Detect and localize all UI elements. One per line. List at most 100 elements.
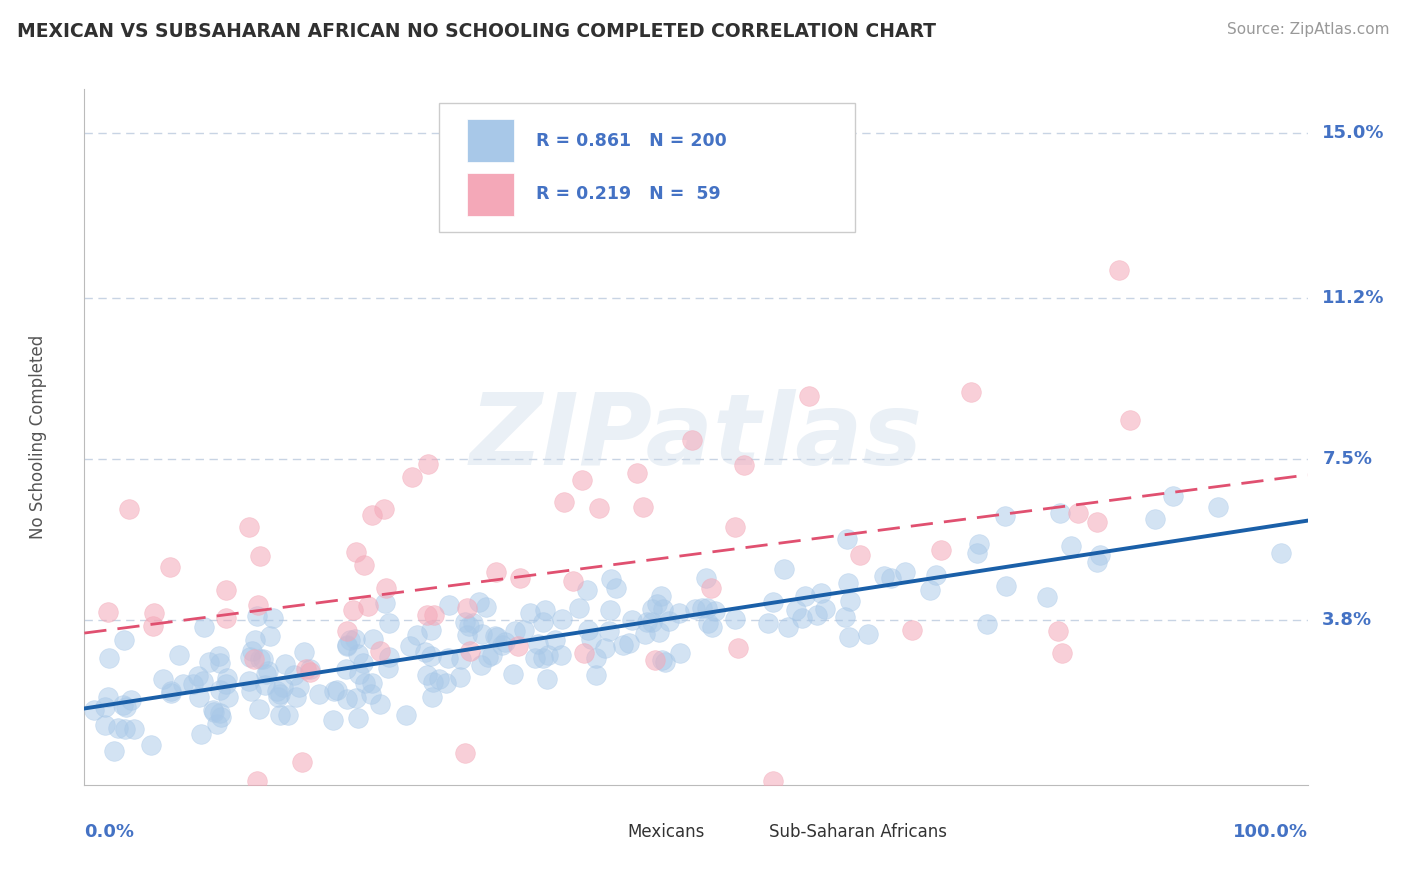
Point — [143, 606, 166, 620]
Point — [360, 687, 382, 701]
Point — [837, 576, 859, 591]
Point — [436, 651, 458, 665]
Point — [537, 648, 560, 663]
Point — [575, 583, 598, 598]
Point — [920, 583, 942, 598]
Point — [284, 690, 307, 704]
Point — [640, 601, 662, 615]
Point — [245, 633, 267, 648]
Point — [215, 611, 238, 625]
Point — [654, 656, 676, 670]
Point — [98, 651, 121, 665]
Bar — [592, 816, 623, 844]
Point — [395, 708, 418, 723]
Point — [368, 644, 391, 658]
Point — [723, 520, 745, 534]
Point — [420, 624, 443, 638]
Point — [494, 635, 516, 649]
Point — [112, 698, 135, 712]
Point — [152, 672, 174, 686]
Point — [368, 697, 391, 711]
Text: Sub-Saharan Africans: Sub-Saharan Africans — [769, 823, 948, 841]
Point — [249, 652, 271, 666]
Point — [894, 566, 917, 580]
Point — [361, 632, 384, 646]
Point — [339, 633, 361, 648]
Point — [114, 699, 136, 714]
Point — [1085, 555, 1108, 569]
Point — [502, 666, 524, 681]
Point — [772, 562, 794, 576]
Point — [579, 632, 602, 646]
Text: ZIPatlas: ZIPatlas — [470, 389, 922, 485]
Point — [257, 664, 280, 678]
Point — [118, 502, 141, 516]
Point — [361, 675, 384, 690]
Bar — [467, 173, 513, 216]
Point — [925, 568, 948, 582]
Point — [1036, 590, 1059, 604]
Point — [585, 668, 607, 682]
Point — [159, 560, 181, 574]
Point — [335, 639, 357, 653]
Point — [1046, 624, 1069, 639]
Point — [415, 608, 437, 623]
Point — [1208, 500, 1230, 514]
Point — [344, 690, 367, 705]
Point — [531, 650, 554, 665]
Point — [1108, 263, 1130, 277]
Text: 3.8%: 3.8% — [1322, 611, 1372, 629]
Point — [873, 568, 896, 582]
Point — [468, 595, 491, 609]
Point — [793, 589, 815, 603]
Point — [103, 744, 125, 758]
Point — [484, 629, 506, 643]
Point — [308, 687, 330, 701]
Point — [217, 690, 239, 704]
Point — [648, 625, 671, 640]
Point — [172, 676, 194, 690]
Point — [704, 604, 727, 618]
Point — [398, 640, 420, 654]
Point — [209, 683, 232, 698]
Point — [695, 571, 717, 585]
Bar — [733, 816, 763, 844]
Point — [512, 624, 534, 638]
Point — [139, 738, 162, 752]
Point — [834, 610, 856, 624]
Point — [97, 605, 120, 619]
Point — [470, 657, 492, 672]
Text: 11.2%: 11.2% — [1322, 289, 1385, 307]
Point — [598, 624, 620, 638]
Point — [572, 646, 595, 660]
Point — [277, 708, 299, 723]
Point — [246, 773, 269, 788]
Point — [322, 713, 344, 727]
Text: 15.0%: 15.0% — [1322, 124, 1385, 142]
Point — [83, 703, 105, 717]
Point — [254, 667, 277, 681]
Point — [668, 606, 690, 620]
Point — [658, 614, 681, 628]
Point — [347, 667, 370, 681]
Point — [599, 603, 621, 617]
Point — [323, 684, 346, 698]
Point — [378, 615, 401, 630]
Point — [634, 626, 657, 640]
Point — [97, 690, 120, 705]
Point — [215, 677, 238, 691]
Point — [247, 702, 270, 716]
Point — [243, 651, 266, 665]
Point — [1049, 506, 1071, 520]
Point — [357, 599, 380, 613]
Point — [420, 690, 443, 705]
Point — [269, 687, 291, 701]
Point — [292, 645, 315, 659]
Point — [187, 690, 209, 704]
Point — [810, 586, 832, 600]
Point — [551, 611, 574, 625]
Point — [697, 615, 720, 630]
Point — [790, 611, 813, 625]
Point — [900, 623, 922, 637]
Point — [1161, 489, 1184, 503]
